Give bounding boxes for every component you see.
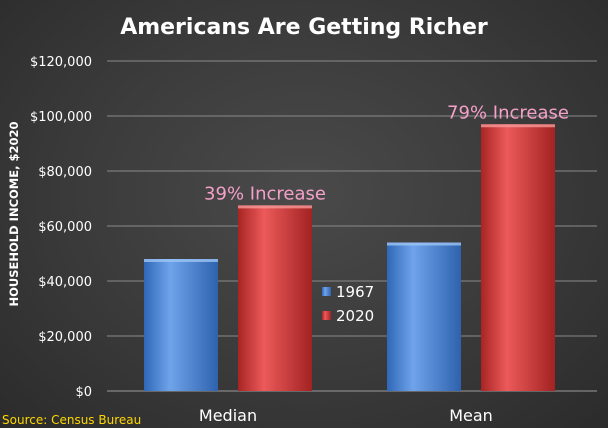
legend-label-1967: 1967	[336, 283, 374, 301]
bar-top-highlight	[238, 205, 312, 209]
y-tick-label: $60,000	[38, 220, 92, 235]
x-tick-labels: Median Mean	[199, 406, 493, 425]
y-tick-label: $80,000	[38, 165, 92, 180]
bars	[144, 124, 555, 391]
legend-swatch-1967	[322, 287, 331, 296]
x-tick-label: Mean	[449, 406, 493, 425]
y-tick-label: $20,000	[38, 330, 92, 345]
annotations: 39% Increase 79% Increase	[204, 102, 569, 204]
bar-median-1967	[144, 259, 218, 391]
legend: 1967 2020	[322, 283, 374, 325]
chart-title: Americans Are Getting Richer	[120, 15, 488, 40]
legend-label-2020: 2020	[336, 307, 374, 325]
bar-top-highlight	[144, 259, 218, 262]
y-tick-label: $0	[75, 385, 92, 400]
y-axis-label: HOUSEHOLD INCOME, $2020	[7, 122, 21, 307]
y-tick-label: $120,000	[30, 55, 92, 70]
bar-mean-2020	[481, 124, 555, 391]
bar-top-highlight	[387, 242, 461, 246]
x-tick-label: Median	[199, 406, 257, 425]
annotation-mean: 79% Increase	[447, 102, 569, 123]
source-note: Source: Census Bureau	[2, 413, 141, 427]
annotation-median: 39% Increase	[204, 183, 326, 204]
bar-mean-1967	[387, 242, 461, 391]
y-tick-labels: $0 $20,000 $40,000 $60,000 $80,000 $100,000 $1…	[30, 55, 92, 400]
y-tick-label: $100,000	[30, 110, 92, 125]
y-tick-label: $40,000	[38, 275, 92, 290]
legend-swatch-2020	[322, 311, 331, 320]
bar-top-highlight	[481, 124, 555, 128]
bar-median-2020	[238, 205, 312, 391]
